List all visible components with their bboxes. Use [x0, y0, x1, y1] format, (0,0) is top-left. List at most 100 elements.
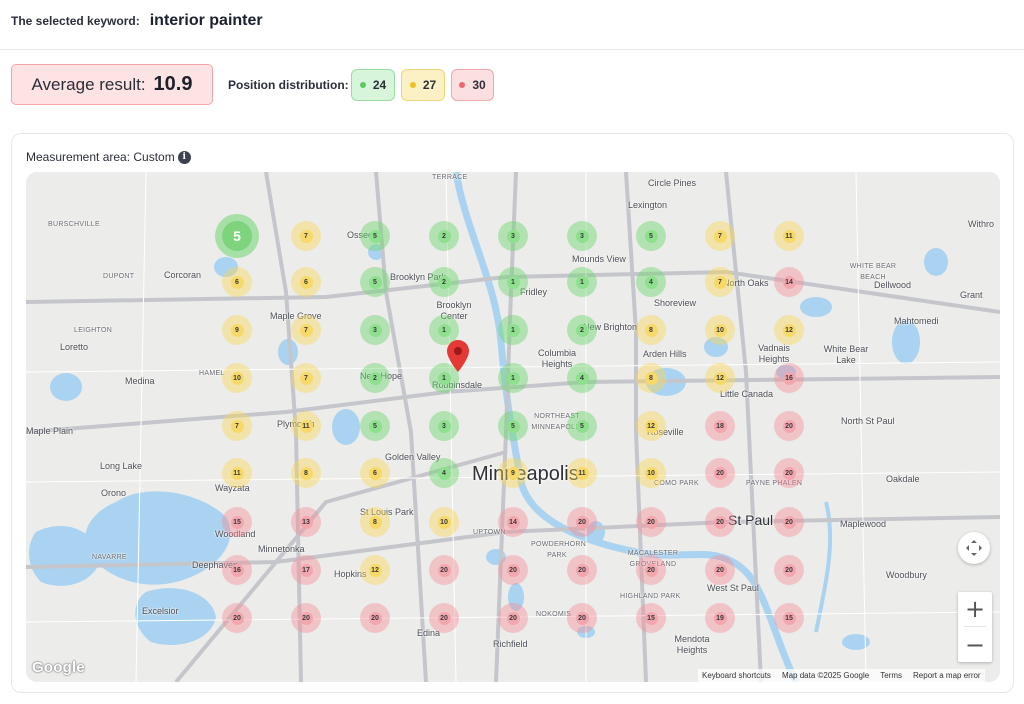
rank-marker[interactable]: 4 [636, 267, 666, 297]
rank-marker[interactable]: 20 [291, 603, 321, 633]
place-circle-pines: Circle Pines [648, 178, 697, 188]
rank-marker[interactable]: 12 [705, 363, 735, 393]
rank-marker-value: 20 [437, 563, 451, 577]
rank-marker[interactable]: 20 [705, 458, 735, 488]
rank-marker[interactable]: 12 [774, 315, 804, 345]
rank-marker[interactable]: 20 [705, 507, 735, 537]
rank-marker[interactable]: 2 [567, 315, 597, 345]
report-map-error-link[interactable]: Report a map error [913, 671, 981, 680]
rank-marker[interactable]: 5 [360, 267, 390, 297]
rank-marker[interactable]: 2 [360, 363, 390, 393]
rank-marker[interactable]: 20 [774, 507, 804, 537]
rank-marker[interactable]: 7 [291, 363, 321, 393]
rank-marker[interactable]: 16 [774, 363, 804, 393]
rank-marker[interactable]: 20 [774, 555, 804, 585]
rank-marker[interactable]: 13 [291, 507, 321, 537]
rank-marker[interactable]: 14 [774, 267, 804, 297]
rank-marker[interactable]: 3 [360, 315, 390, 345]
rank-marker[interactable]: 6 [222, 267, 252, 297]
rank-marker[interactable]: 2 [429, 221, 459, 251]
rank-marker[interactable]: 11 [567, 458, 597, 488]
rank-marker[interactable]: 20 [360, 603, 390, 633]
rank-marker[interactable]: 5 [567, 411, 597, 441]
rank-marker[interactable]: 5 [215, 214, 259, 258]
keyboard-shortcuts-link[interactable]: Keyboard shortcuts [702, 671, 771, 680]
rank-marker[interactable]: 6 [360, 458, 390, 488]
place-excelsior: Excelsior [142, 606, 179, 616]
zoom-in-button[interactable]: + [964, 595, 986, 623]
info-icon[interactable]: i [177, 150, 191, 164]
rank-marker[interactable]: 7 [705, 267, 735, 297]
rank-marker[interactable]: 11 [291, 411, 321, 441]
location-pin-icon[interactable] [447, 340, 469, 372]
rank-marker[interactable]: 9 [498, 458, 528, 488]
rank-marker[interactable]: 15 [222, 507, 252, 537]
rank-marker[interactable]: 8 [291, 458, 321, 488]
rank-marker[interactable]: 20 [636, 555, 666, 585]
rank-marker[interactable]: 1 [498, 363, 528, 393]
rank-marker[interactable]: 10 [429, 507, 459, 537]
zoom-out-button[interactable]: − [964, 631, 986, 659]
terms-link[interactable]: Terms [880, 671, 903, 680]
place-woodbury: Woodbury [886, 570, 927, 580]
place-minneapolis: Minneapolis [472, 463, 579, 485]
rank-marker[interactable]: 20 [567, 507, 597, 537]
recenter-button[interactable] [958, 532, 990, 564]
rank-marker[interactable]: 20 [705, 555, 735, 585]
rank-marker[interactable]: 8 [636, 363, 666, 393]
rank-marker[interactable]: 1 [498, 315, 528, 345]
rank-marker[interactable]: 3 [567, 221, 597, 251]
rank-marker[interactable]: 20 [222, 603, 252, 633]
rank-marker[interactable]: 1 [567, 267, 597, 297]
rank-marker[interactable]: 20 [567, 555, 597, 585]
rank-marker[interactable]: 5 [498, 411, 528, 441]
rank-marker[interactable]: 7 [222, 411, 252, 441]
rank-marker[interactable]: 10 [222, 363, 252, 393]
rank-marker[interactable]: 20 [429, 555, 459, 585]
rank-marker[interactable]: 20 [774, 411, 804, 441]
rank-marker[interactable]: 16 [222, 555, 252, 585]
rank-marker[interactable]: 5 [636, 221, 666, 251]
rank-marker-value: 11 [299, 419, 313, 433]
rank-marker[interactable]: 3 [429, 411, 459, 441]
place-maple-plain: Maple Plain [26, 426, 74, 436]
rank-marker[interactable]: 1 [498, 267, 528, 297]
rank-marker[interactable]: 6 [291, 267, 321, 297]
rank-marker[interactable]: 20 [636, 507, 666, 537]
rank-marker[interactable]: 4 [429, 458, 459, 488]
rank-marker[interactable]: 20 [498, 603, 528, 633]
rank-marker[interactable]: 12 [360, 555, 390, 585]
rank-marker[interactable]: 17 [291, 555, 321, 585]
rank-marker[interactable]: 2 [429, 267, 459, 297]
rank-marker[interactable]: 3 [498, 221, 528, 251]
rank-marker[interactable]: 1 [429, 363, 459, 393]
rank-marker[interactable]: 12 [636, 411, 666, 441]
rank-marker[interactable]: 5 [360, 411, 390, 441]
rank-marker-value: 1 [506, 275, 520, 289]
rank-marker[interactable]: 15 [774, 603, 804, 633]
rank-marker[interactable]: 7 [705, 221, 735, 251]
rank-marker[interactable]: 20 [567, 603, 597, 633]
rank-marker[interactable]: 20 [774, 458, 804, 488]
rank-marker[interactable]: 7 [291, 221, 321, 251]
rank-marker[interactable]: 8 [360, 507, 390, 537]
rank-marker[interactable]: 4 [567, 363, 597, 393]
rank-marker[interactable]: 15 [636, 603, 666, 633]
rank-marker[interactable]: 1 [429, 315, 459, 345]
rank-marker[interactable]: 11 [774, 221, 804, 251]
rank-marker[interactable]: 11 [222, 458, 252, 488]
rank-marker[interactable]: 9 [222, 315, 252, 345]
place-highland-park: HIGHLAND PARK [620, 593, 681, 600]
rank-marker[interactable]: 18 [705, 411, 735, 441]
rank-marker[interactable]: 19 [705, 603, 735, 633]
rank-marker[interactable]: 20 [429, 603, 459, 633]
rank-marker[interactable]: 10 [636, 458, 666, 488]
rank-marker[interactable]: 8 [636, 315, 666, 345]
rank-marker[interactable]: 10 [705, 315, 735, 345]
map-view[interactable]: TERRACE Circle Pines Lexington Withro BU… [26, 172, 1000, 682]
rank-marker[interactable]: 5 [360, 221, 390, 251]
rank-marker[interactable]: 14 [498, 507, 528, 537]
rank-marker[interactable]: 7 [291, 315, 321, 345]
rank-marker-value: 20 [782, 466, 796, 480]
rank-marker[interactable]: 20 [498, 555, 528, 585]
